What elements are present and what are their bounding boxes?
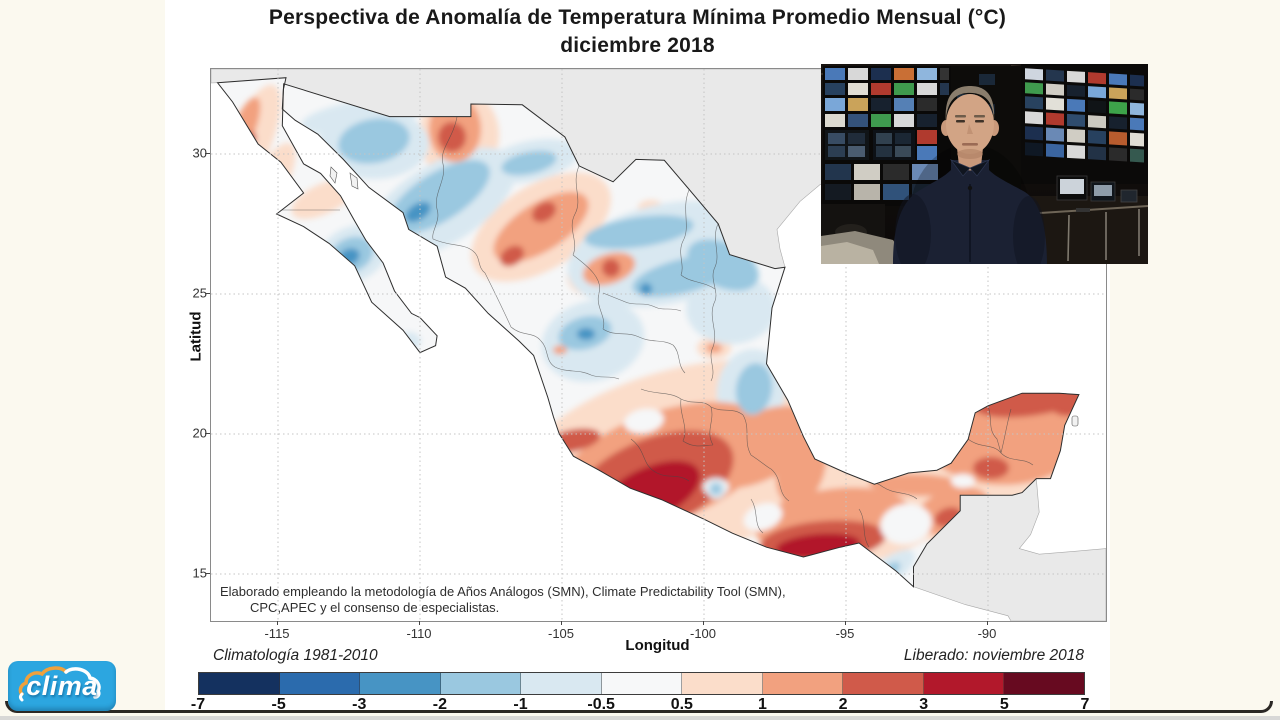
x-tick-mark <box>987 621 988 625</box>
colorbar-tick-label: 1 <box>758 696 767 713</box>
colorbar-tick-label: -2 <box>432 696 448 713</box>
state-boundaries <box>279 116 1034 548</box>
colorbar-segment <box>923 673 1005 694</box>
y-tick-label: 30 <box>192 145 207 161</box>
colorbar-segment <box>279 673 361 694</box>
presenter-video-inset <box>820 64 1149 284</box>
climatology-note: Climatología 1981-2010 <box>213 647 378 664</box>
lapel-mic-icon <box>967 185 973 191</box>
colorbar-segment <box>440 673 522 694</box>
x-tick-mark <box>419 621 420 625</box>
colorbar-tick-label: 0.5 <box>670 696 693 713</box>
anomaly-field <box>223 84 1079 587</box>
colorbar <box>198 672 1085 695</box>
y-tick-mark <box>205 153 210 154</box>
bottom-strip <box>0 716 1280 720</box>
y-tick-label: 15 <box>192 565 207 581</box>
colorbar-tick-label: -0.5 <box>587 696 615 713</box>
studio-floor <box>821 204 909 264</box>
page-title: Perspectiva de Anomalía de Temperatura M… <box>165 4 1110 60</box>
x-tick-mark <box>561 621 562 625</box>
colorbar-tick-label: -7 <box>190 696 206 713</box>
clima-logo-text: clima <box>26 671 98 701</box>
colorbar-segment <box>601 673 683 694</box>
colorbar-tick-label: -1 <box>513 696 528 713</box>
presenter-face <box>946 94 994 154</box>
colorbar-segment <box>762 673 844 694</box>
colorbar-tick-label: 2 <box>838 696 848 713</box>
y-tick-label: 20 <box>192 425 207 441</box>
x-tick-label: -90 <box>977 626 997 641</box>
colorbar-tick-label: 3 <box>919 696 929 713</box>
release-note: Liberado: noviembre 2018 <box>903 647 1084 664</box>
colorbar-tick-label: 7 <box>1080 696 1090 713</box>
presenter-hair <box>945 86 995 122</box>
colorbar-segment <box>843 673 924 694</box>
y-tick-mark <box>205 433 210 434</box>
title-line-1: Perspectiva de Anomalía de Temperatura M… <box>268 6 1007 29</box>
studio-scene <box>820 64 1149 284</box>
x-tick-mark <box>703 621 704 625</box>
colorbar-tick-label: -3 <box>352 696 367 713</box>
mexico-border <box>216 77 1080 588</box>
y-tick-mark <box>205 293 210 294</box>
x-tick-label: -105 <box>547 626 575 641</box>
monitor-wall-right <box>1021 64 1148 184</box>
colorbar-tick-label: 5 <box>999 696 1009 713</box>
y-tick-mark <box>205 573 210 574</box>
x-tick-label: -110 <box>406 626 432 641</box>
x-tick-label: -115 <box>264 626 290 641</box>
y-axis-label: Latitud <box>187 311 205 362</box>
colorbar-segment <box>1004 673 1085 694</box>
x-axis-label: Longitud <box>625 637 690 654</box>
islands <box>329 166 1079 427</box>
colorbar-segment <box>521 673 602 694</box>
colorbar-segment <box>682 673 763 694</box>
y-tick-label: 25 <box>192 285 207 301</box>
x-tick-mark <box>277 621 278 625</box>
video-frame-border <box>5 701 1273 713</box>
x-tick-mark <box>845 621 846 625</box>
colorbar-labels: -7 -5 -3 -2 -1 -0.5 0.5 1 2 3 5 7 <box>191 696 1090 714</box>
colorbar-tick-label: -5 <box>271 696 286 713</box>
note-line-2: CPC,APEC y el consenso de especialistas. <box>250 600 500 615</box>
colorbar-segment <box>199 673 280 694</box>
x-tick-label: -100 <box>689 626 717 641</box>
title-line-2: diciembre 2018 <box>560 34 715 57</box>
x-tick-label: -95 <box>835 626 855 641</box>
gridlines <box>211 69 1106 621</box>
colorbar-segment <box>360 673 441 694</box>
cloud-icon <box>18 666 101 702</box>
clima-logo: clima <box>8 661 116 711</box>
monitor-wall-left <box>823 66 951 206</box>
presenter <box>893 86 1047 284</box>
note-line-1: Elaborado empleando la metodología de Añ… <box>220 584 786 599</box>
methodology-note: Elaborado empleando la metodología de Añ… <box>220 584 786 616</box>
